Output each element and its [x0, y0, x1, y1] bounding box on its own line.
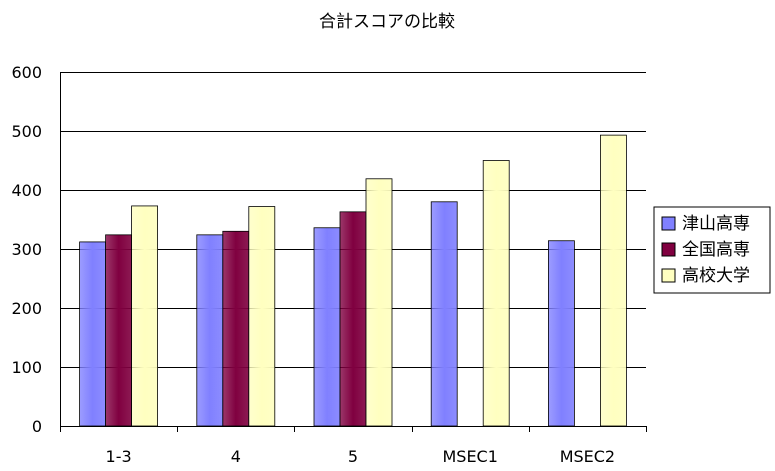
legend-swatch — [661, 216, 676, 231]
bar-1-3-津山高専 — [79, 241, 106, 427]
legend-label: 津山高専 — [682, 214, 750, 234]
bar-5-高校大学 — [365, 178, 393, 427]
x-tick-label: MSEC1 — [442, 447, 497, 466]
y-tick-label: 100 — [11, 358, 42, 377]
bars — [79, 134, 627, 427]
bar-5-全国高専 — [339, 211, 367, 427]
bar-4-高校大学 — [248, 206, 276, 427]
legend-label: 全国高専 — [682, 240, 750, 260]
x-tick-labels: 1-3 4 5 MSEC1 MSEC2 — [106, 447, 616, 466]
x-tick-label: 4 — [231, 447, 241, 466]
bar-4-全国高専 — [222, 230, 250, 427]
x-tick-label: MSEC2 — [560, 447, 615, 466]
legend-swatch — [661, 242, 676, 257]
bar-4-津山高専 — [196, 234, 224, 427]
bar-MSEC2-高校大学 — [600, 134, 627, 427]
chart-title: 合計スコアの比較 — [319, 12, 455, 32]
legend-label: 高校大学 — [682, 266, 750, 286]
x-tick-label: 5 — [348, 447, 358, 466]
y-tick-label: 0 — [32, 417, 42, 436]
bar-1-3-高校大学 — [131, 205, 159, 427]
y-tick-label: 600 — [11, 63, 42, 82]
y-tick-label: 300 — [11, 240, 42, 259]
x-tick-label: 1-3 — [106, 447, 132, 466]
bar-1-3-全国高専 — [105, 234, 132, 427]
y-tick-label: 500 — [11, 122, 42, 141]
legend-swatch — [661, 268, 676, 283]
y-tick-label: 200 — [11, 299, 42, 318]
y-tick-label: 400 — [11, 181, 42, 200]
bar-5-津山高専 — [313, 227, 341, 427]
axes — [60, 72, 647, 432]
bar-MSEC2-津山高専 — [548, 240, 575, 427]
bar-MSEC1-高校大学 — [482, 160, 510, 427]
y-tick-labels: 0 100 200 300 400 500 600 — [11, 63, 42, 436]
bar-MSEC1-津山高専 — [430, 201, 458, 427]
